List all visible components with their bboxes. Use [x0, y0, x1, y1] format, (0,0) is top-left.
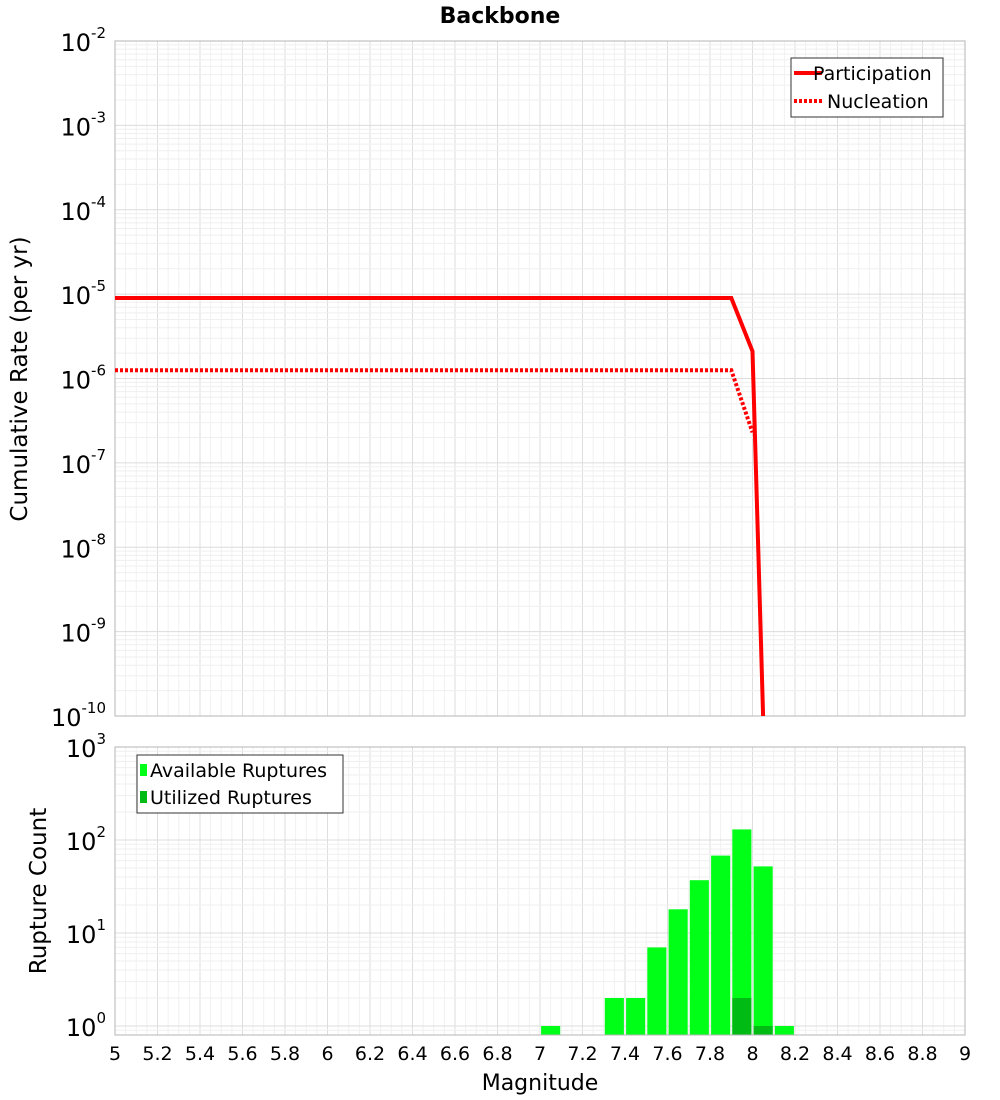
x-tick-label: 8	[746, 1043, 758, 1065]
bar-available	[689, 880, 709, 1035]
y-tick-label: 10-7	[60, 446, 106, 479]
bar-available	[604, 998, 624, 1035]
legend-box	[136, 754, 344, 814]
x-tick-label: 6.4	[397, 1043, 427, 1065]
x-tick-label: 7.8	[695, 1043, 725, 1065]
x-tick-label: 7.6	[652, 1043, 682, 1065]
bar-available	[647, 947, 667, 1035]
x-tick-label: 8.4	[822, 1043, 852, 1065]
legend-box	[790, 57, 944, 118]
legend: Participation Nucleation	[790, 57, 944, 118]
rupture-plot-y-axis-label: Rupture Count	[26, 808, 52, 974]
bar-available	[541, 1026, 561, 1035]
legend-label: Participation	[813, 63, 932, 85]
legend-swatch	[140, 791, 147, 803]
gridlines	[114, 41, 966, 717]
y-tick-label: 10-9	[60, 615, 106, 648]
x-tick-label: 6	[321, 1043, 333, 1065]
series-line-participation	[115, 296, 766, 717]
x-tick-label: 8.6	[865, 1043, 895, 1065]
bar-available	[732, 829, 752, 1035]
rate-plot-y-axis-label: Cumulative Rate (per yr)	[7, 236, 33, 521]
legend-swatch	[140, 764, 147, 776]
y-tick-label: 10-4	[60, 193, 106, 226]
x-tick-label: 7	[534, 1043, 546, 1065]
x-tick-label: 8.2	[780, 1043, 810, 1065]
bar-available	[774, 1026, 794, 1035]
x-tick-label: 6.6	[440, 1043, 470, 1065]
bar-available	[753, 866, 773, 1035]
x-tick-label: 5.6	[227, 1043, 257, 1065]
legend-label: Nucleation	[827, 91, 929, 113]
y-tick-label: 102	[66, 823, 106, 856]
x-tick-label: 5.2	[142, 1043, 172, 1065]
y-tick-label: 10-2	[60, 24, 106, 57]
series-line-nucleation	[115, 368, 755, 434]
x-tick-label: 8.8	[907, 1043, 937, 1065]
y-tick-label: 10-3	[60, 108, 106, 141]
legend-label: Available Ruptures	[150, 760, 327, 782]
x-tick-label: 5.8	[270, 1043, 300, 1065]
x-tick-label: 6.8	[482, 1043, 512, 1065]
bar-available	[711, 855, 731, 1035]
bar-available	[668, 909, 688, 1035]
rate-plot: 10-2 10-3 10-4 10-5 10-6 10-7 10-8 10-9 10-10 Par…	[51, 24, 966, 732]
x-tick-label: 6.2	[355, 1043, 385, 1065]
y-tick-label: 10-5	[60, 277, 106, 310]
bar-utilized	[753, 1026, 773, 1035]
plot-border	[114, 746, 966, 1036]
plot-border	[114, 40, 966, 717]
y-tick-label: 10-10	[51, 699, 106, 732]
bar-utilized	[732, 998, 752, 1035]
x-tick-label: 7.4	[610, 1043, 640, 1065]
y-tick-label: 100	[66, 1009, 106, 1042]
x-tick-label: 5	[109, 1043, 121, 1065]
x-tick-label: 9	[959, 1043, 971, 1065]
y-tick-label: 103	[66, 730, 106, 763]
legend-label: Utilized Ruptures	[150, 787, 312, 809]
legend: Available Ruptures Utilized Ruptures	[136, 754, 344, 814]
y-tick-label: 10-8	[60, 530, 106, 563]
y-tick-label: 10-6	[60, 362, 106, 395]
y-tick-label: 101	[66, 916, 106, 949]
x-tick-label: 5.4	[185, 1043, 215, 1065]
chart-title: Backbone	[440, 4, 561, 29]
bar-available	[626, 998, 646, 1035]
x-tick-label: 7.2	[567, 1043, 597, 1065]
x-axis-label: Magnitude	[482, 1071, 599, 1096]
